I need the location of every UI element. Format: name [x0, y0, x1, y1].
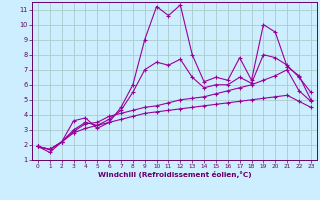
X-axis label: Windchill (Refroidissement éolien,°C): Windchill (Refroidissement éolien,°C) [98, 171, 251, 178]
